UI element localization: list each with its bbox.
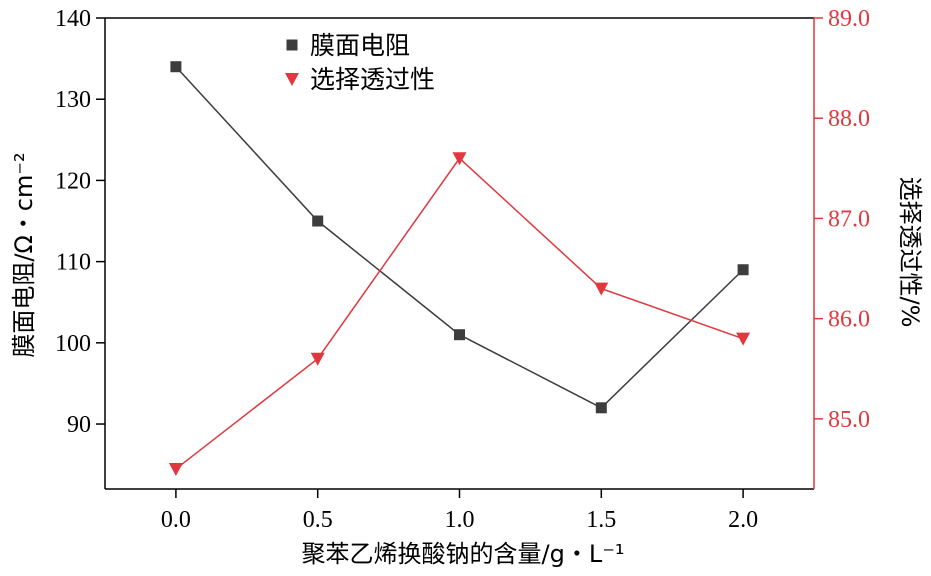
series-line-2 [175,157,744,470]
right-y-tick-label: 89.0 [828,6,870,32]
series-2-point [168,462,183,476]
series-2-point [310,352,325,366]
x-tick-label: 1.0 [445,507,475,533]
series-1-point [312,215,324,227]
series-1-point [737,264,749,276]
series-1-point [170,61,182,73]
plot-frame [104,17,815,490]
legend-label: 膜面电阻 [310,31,410,60]
right-y-axis-title: 选择透过性/% [896,177,924,328]
left-y-tick-label: 120 [55,168,91,194]
right-y-tick-label: 85.0 [828,407,870,433]
legend-marker-triangle [285,73,299,86]
left-y-tick-label: 140 [55,6,91,32]
x-tick-label: 2.0 [728,507,758,533]
x-tick-label: 0.5 [303,507,333,533]
legend-marker-square [286,39,298,51]
x-axis: 0.0 0.5 1.0 1.5 2.0 [161,489,758,533]
x-tick-label: 0.0 [161,507,191,533]
right-y-tick-label: 87.0 [828,206,870,232]
right-y-tick-label: 88.0 [828,106,870,132]
left-y-tick-label: 110 [56,250,91,276]
left-y-axis: 90 100 110 120 130 140 [55,6,105,438]
series-layer [168,61,751,476]
left-y-tick-label: 90 [67,412,91,438]
left-y-tick-label: 130 [55,87,91,113]
left-y-tick-label: 100 [55,331,91,357]
series-line-1 [175,66,744,409]
series-2-point [452,152,467,166]
series-2-point [594,282,609,296]
x-tick-label: 1.5 [586,507,616,533]
series-1-point [454,329,465,341]
x-axis-title: 聚苯乙烯换酸钠的含量/g・L⁻¹ [302,540,625,568]
series-1-point [595,402,607,414]
right-y-tick-label: 86.0 [828,307,870,333]
series-2-point [736,332,751,346]
legend-label: 选择透过性 [310,65,435,94]
left-y-axis-title: 膜面电阻/Ω・cm⁻² [10,152,38,357]
right-y-axis: 85.0 86.0 87.0 88.0 89.0 [814,6,870,433]
